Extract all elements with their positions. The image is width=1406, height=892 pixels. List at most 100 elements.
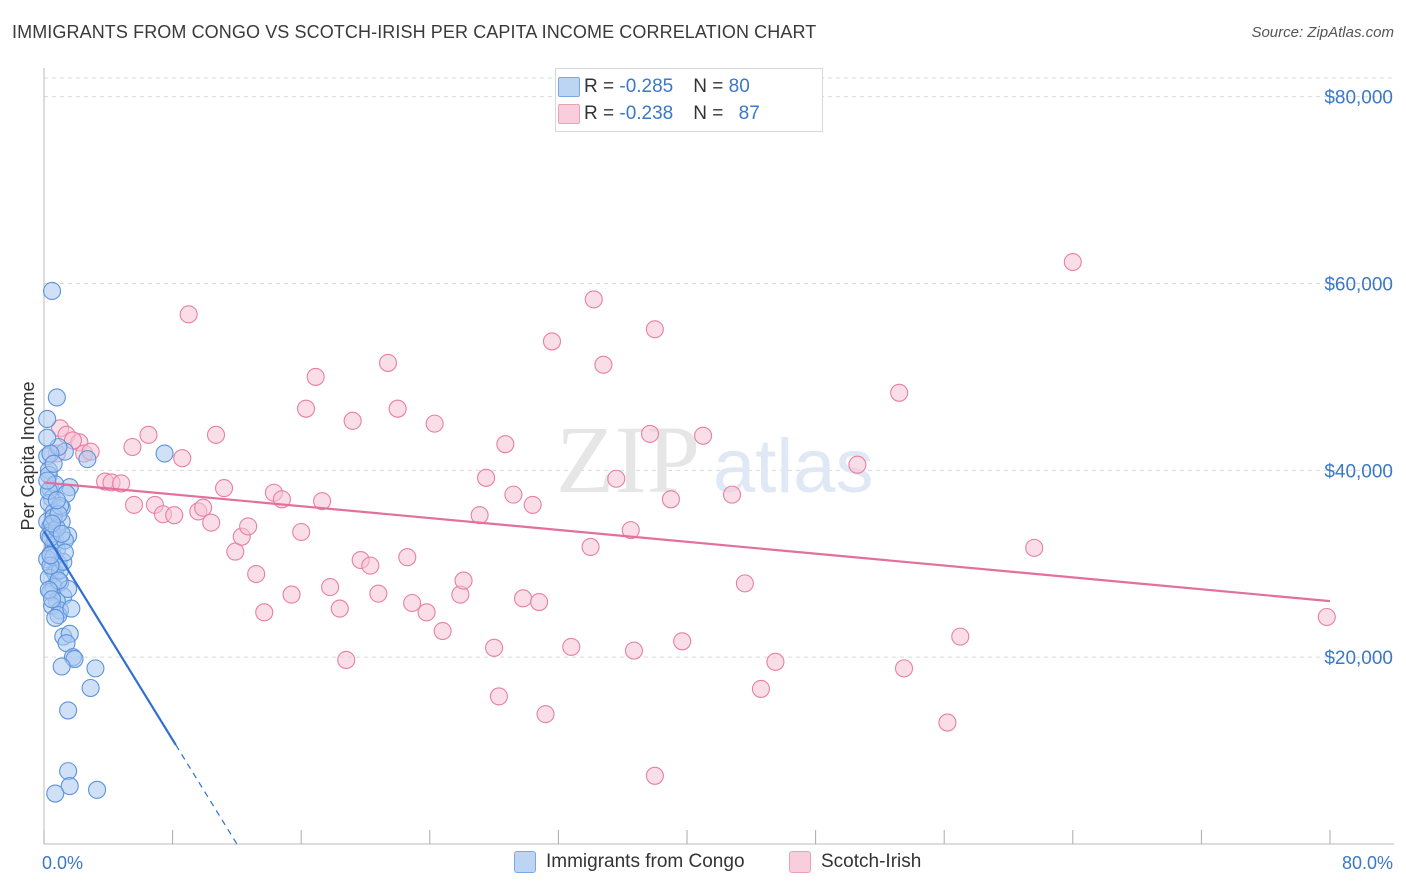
legend-r-value: -0.238	[619, 103, 674, 124]
scotch-irish-point	[282, 585, 301, 604]
tick-labels: $20,000 $40,000 $60,000 $80,000 0.0% 80.0%	[42, 88, 1393, 873]
scotch-irish-point	[306, 367, 325, 386]
scotch-irish-points	[47, 252, 1336, 785]
scotch-irish-point	[173, 449, 192, 468]
congo-point	[60, 777, 79, 796]
scotch-irish-point	[477, 468, 496, 487]
legend-swatch-scotch-irish	[558, 104, 580, 124]
series-label-scotch-irish: Scotch-Irish	[821, 851, 922, 872]
scotch-irish-point	[848, 455, 867, 474]
scotch-irish-point	[425, 414, 444, 433]
congo-point	[42, 590, 62, 609]
scotch-irish-point	[530, 593, 549, 612]
scotch-irish-point	[214, 479, 234, 498]
congo-trend-line	[43, 530, 177, 746]
congo-point	[78, 450, 97, 469]
congo-point	[59, 701, 78, 720]
scotch-irish-point	[890, 383, 909, 402]
congo-point	[38, 409, 57, 429]
congo-point	[47, 491, 66, 510]
scotch-irish-point	[562, 637, 581, 656]
scotch-irish-point	[513, 589, 533, 608]
x-tick-label-min: 0.0%	[42, 853, 83, 873]
scotch-irish-point	[417, 603, 436, 622]
grid-lines	[44, 77, 1394, 658]
scotch-irish-point	[361, 556, 380, 575]
scotch-irish-point	[523, 495, 542, 514]
scotch-irish-point	[584, 290, 603, 309]
congo-point	[52, 524, 71, 543]
y-tick-label: $40,000	[1324, 461, 1393, 482]
congo-point	[87, 780, 107, 799]
y-tick-label: $60,000	[1324, 275, 1393, 296]
scotch-irish-point	[296, 399, 316, 418]
scotch-irish-point	[621, 521, 640, 540]
scotch-irish-point	[179, 305, 198, 324]
y-tick-label: $20,000	[1324, 648, 1393, 669]
scotch-irish-point	[313, 492, 332, 511]
scotch-irish-point	[247, 564, 266, 584]
scotch-irish-point	[206, 425, 226, 444]
scotch-irish-point	[403, 593, 422, 613]
scotch-irish-point	[489, 687, 508, 706]
scotch-irish-point	[607, 469, 626, 488]
x-tick-label-max: 80.0%	[1342, 853, 1393, 873]
congo-point	[47, 388, 66, 407]
scotch-irish-point	[123, 437, 142, 457]
series-label-congo: Immigrants from Congo	[546, 851, 745, 872]
stats-legend: R = -0.285 N = 80 R = -0.238 N = 87	[555, 68, 823, 132]
scotch-irish-point	[536, 705, 555, 724]
congo-point	[44, 454, 63, 473]
scotch-irish-point	[581, 537, 600, 556]
y-tick-label: $80,000	[1324, 88, 1393, 109]
series-legend: Immigrants from Congo Scotch-Irish	[0, 851, 1406, 877]
congo-point	[42, 281, 62, 301]
congo-point	[38, 428, 57, 447]
scotch-irish-point	[165, 506, 184, 525]
series-legend-congo: Immigrants from Congo	[514, 851, 745, 873]
legend-swatch-congo	[558, 77, 580, 97]
legend-n-value: 80	[728, 76, 750, 97]
scotch-irish-point	[433, 621, 452, 641]
scotch-irish-point	[454, 571, 473, 590]
scotch-irish-point	[735, 574, 754, 593]
scotch-irish-point	[1063, 252, 1082, 272]
legend-r-label: R =	[584, 103, 620, 124]
scotch-irish-point	[640, 424, 660, 443]
scotch-irish-point	[694, 426, 713, 445]
legend-n-label: N =	[693, 103, 729, 124]
chart-title: IMMIGRANTS FROM CONGO VS SCOTCH-IRISH PE…	[12, 22, 817, 42]
scotch-irish-point	[496, 435, 515, 454]
scotch-irish-point	[378, 353, 398, 372]
series-legend-scotch-irish: Scotch-Irish	[789, 851, 921, 873]
scotch-irish-point	[951, 627, 970, 646]
scotch-irish-point	[938, 713, 957, 732]
scotch-irish-point	[504, 485, 523, 504]
legend-n-label: N =	[693, 76, 729, 97]
scotch-irish-point	[388, 399, 407, 418]
legend-r-value: -0.285	[619, 76, 674, 97]
series-swatch-congo	[514, 851, 536, 873]
y-axis-label: Per Capita Income	[18, 381, 38, 530]
legend-row-congo: R = -0.285 N = 80	[558, 75, 750, 99]
scotch-irish-point	[194, 498, 213, 517]
scotch-irish-point	[751, 679, 770, 698]
congo-point	[59, 762, 78, 781]
congo-point	[62, 599, 81, 618]
legend-r-label: R =	[584, 76, 620, 97]
congo-trend-extension	[175, 744, 238, 845]
scotch-irish-point	[645, 320, 664, 339]
scotch-irish-point	[139, 425, 158, 444]
congo-point	[46, 608, 65, 627]
scotch-irish-point	[343, 411, 362, 430]
trend-lines	[43, 481, 1331, 845]
scotch-irish-point	[722, 485, 742, 504]
scotch-irish-point	[485, 638, 504, 657]
congo-point	[46, 784, 65, 803]
scotch-irish-point	[894, 659, 914, 678]
legend-n-value: 87	[738, 103, 760, 124]
source-credit: Source: ZipAtlas.com	[1251, 24, 1394, 41]
congo-point	[86, 659, 105, 678]
scotch-irish-point	[321, 578, 340, 597]
congo-point	[155, 444, 174, 463]
